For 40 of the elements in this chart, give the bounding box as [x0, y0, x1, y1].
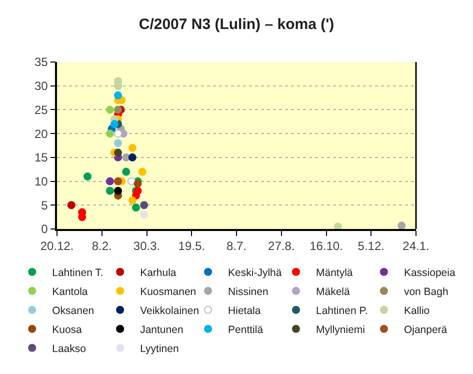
- legend-label: Oksanen: [52, 304, 94, 317]
- legend-label: Keski-Jylhä: [228, 266, 282, 279]
- legend-label: Lyytinen: [140, 342, 179, 355]
- legend-label: Ojanperä: [404, 324, 448, 336]
- legend-label: Hietala: [228, 304, 261, 317]
- x-tick-label: 27.8.: [268, 239, 295, 254]
- y-tick-label: 35: [34, 55, 48, 70]
- legend-label: Mäntylä: [316, 266, 353, 279]
- y-tick-label: 5: [41, 198, 48, 212]
- legend-label: Lahtinen P.: [316, 304, 368, 317]
- y-tick-label: 10: [34, 174, 48, 188]
- legend-label: Kallio: [404, 304, 430, 317]
- legend-label: Laakso: [52, 342, 86, 355]
- x-tick-label: 30.3.: [133, 239, 160, 254]
- legend-label: Veikkolainen: [140, 304, 200, 317]
- y-tick-label: 0: [41, 222, 48, 236]
- legend-label: Kantola: [52, 286, 88, 298]
- x-tick-label: 24.1.: [402, 239, 430, 254]
- x-tick-label: 8.2.: [92, 239, 112, 254]
- chart-title: C/2007 N3 (Lulin) – koma ('): [138, 16, 334, 34]
- x-tick-label: 5.12.: [358, 239, 384, 254]
- y-tick-label: 30: [34, 79, 48, 94]
- x-tick-label: 19.5.: [178, 239, 205, 254]
- legend-label: von Bagh: [404, 286, 448, 298]
- legend-label: Jantunen: [140, 324, 184, 336]
- legend-label: Penttilä: [228, 324, 264, 336]
- legend-label: Kuosmanen: [140, 286, 196, 298]
- x-tick-label: 20.12.: [40, 239, 74, 254]
- legend-label: Mäkelä: [316, 286, 350, 298]
- legend-label: Karhula: [140, 266, 176, 279]
- y-tick-label: 15: [34, 150, 48, 165]
- x-tick-label: 8.7.: [226, 239, 247, 254]
- legend-label: Nissinen: [228, 286, 268, 298]
- legend-label: Kuosa: [52, 324, 82, 336]
- legend-label: Myllyniemi: [316, 324, 366, 336]
- legend-label: Lahtinen T.: [52, 266, 104, 279]
- y-tick-label: 25: [34, 102, 48, 117]
- x-tick-label: 16.10.: [310, 239, 343, 254]
- y-tick-label: 20: [34, 126, 48, 141]
- legend-label: Kassiopeia: [404, 266, 456, 279]
